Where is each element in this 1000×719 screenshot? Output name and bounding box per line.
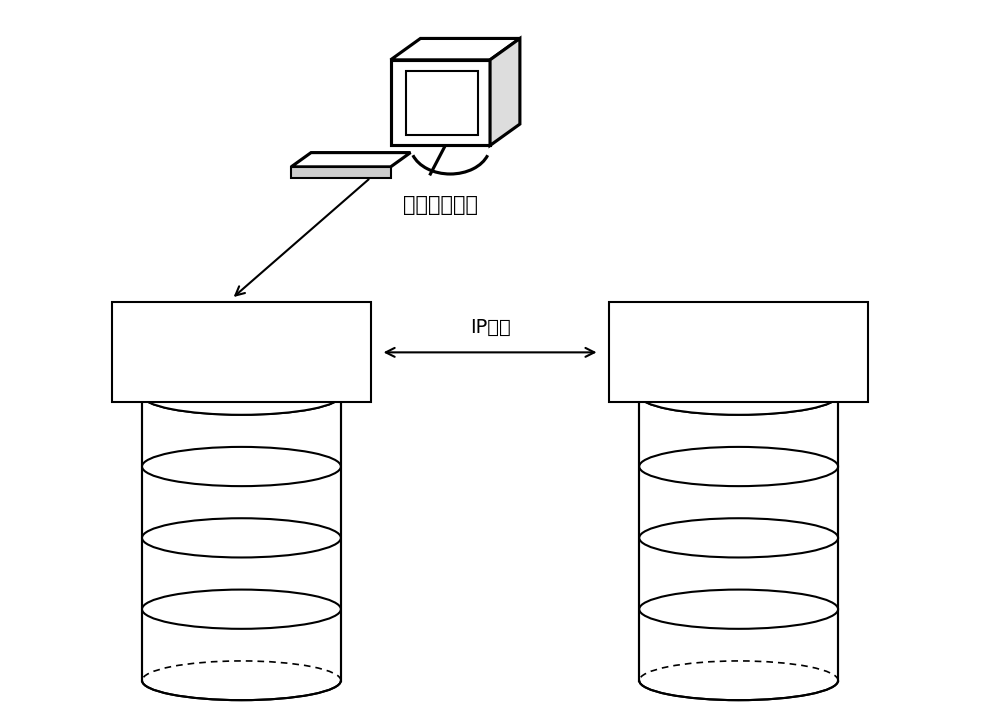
Text: 备用存储设备: 备用存储设备: [701, 322, 776, 342]
Ellipse shape: [639, 590, 838, 629]
Polygon shape: [291, 167, 391, 178]
Ellipse shape: [639, 518, 838, 557]
Ellipse shape: [639, 375, 838, 415]
Text: 镜像卷: 镜像卷: [223, 365, 260, 385]
Text: 镜像卷: 镜像卷: [720, 365, 757, 385]
Text: 主存储设备: 主存储设备: [210, 322, 273, 342]
Ellipse shape: [142, 590, 341, 629]
Polygon shape: [291, 152, 411, 167]
Text: 代表应用模块: 代表应用模块: [403, 196, 478, 216]
Bar: [142, 395, 341, 681]
Ellipse shape: [142, 518, 341, 557]
Ellipse shape: [142, 375, 341, 415]
Ellipse shape: [142, 447, 341, 486]
Bar: [609, 303, 868, 403]
Polygon shape: [490, 38, 520, 145]
Polygon shape: [391, 60, 490, 145]
Ellipse shape: [639, 447, 838, 486]
Bar: [112, 303, 371, 403]
Ellipse shape: [639, 375, 838, 415]
Text: IP网络: IP网络: [470, 318, 510, 336]
Polygon shape: [406, 70, 478, 134]
Polygon shape: [391, 38, 520, 60]
Bar: [639, 395, 838, 681]
Ellipse shape: [142, 375, 341, 415]
